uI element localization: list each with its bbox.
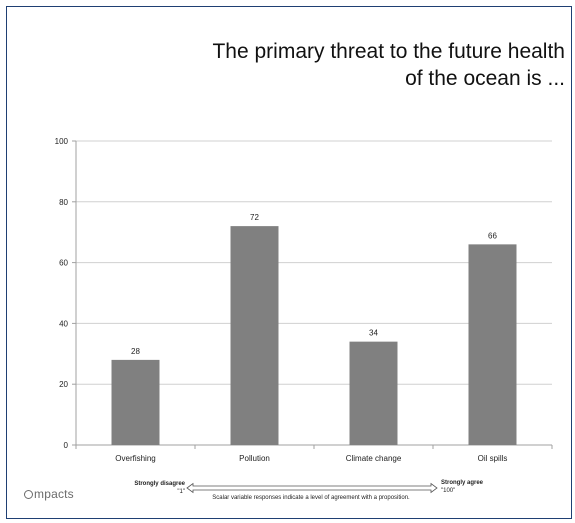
data-label: 28: [131, 347, 140, 356]
data-label: 72: [250, 213, 259, 222]
slide-title: The primary threat to the future health …: [145, 38, 565, 92]
x-tick-label: Oil spills: [478, 454, 508, 463]
y-tick-label: 60: [59, 259, 68, 268]
scale-right-value: "100": [441, 488, 455, 494]
y-tick-label: 100: [55, 137, 69, 146]
agreement-scale: Strongly disagree "1" Strongly agree "10…: [134, 480, 483, 501]
x-tick-label: Overfishing: [115, 454, 155, 463]
scale-left-label: Strongly disagree: [134, 481, 185, 487]
scale-right-label: Strongly agree: [441, 480, 484, 486]
bar: [111, 359, 160, 445]
title-line-1: The primary threat to the future health: [212, 40, 565, 63]
x-axis-ticks: Overfishing Pollution Climate change Oil sp…: [75, 445, 553, 463]
data-labels: 28 72 34 66: [131, 213, 497, 356]
y-tick-label: 80: [59, 198, 68, 207]
scale-caption: Scalar variable responses indicate a lev…: [212, 495, 410, 501]
y-tick-label: 20: [59, 380, 68, 389]
logo-text: mpacts: [34, 487, 74, 501]
data-label: 34: [369, 329, 378, 338]
x-tick-label: Climate change: [346, 454, 402, 463]
title-line-2: of the ocean is ...: [405, 67, 565, 90]
bar: [230, 226, 279, 445]
y-axis-ticks: 0 20 40 60 80 100: [55, 137, 76, 450]
y-tick-label: 40: [59, 319, 68, 328]
impacts-logo: mpacts: [24, 487, 74, 501]
data-label: 66: [488, 231, 497, 240]
y-tick-label: 0: [64, 441, 69, 450]
double-arrow-icon: [186, 482, 438, 494]
x-tick-label: Pollution: [239, 454, 270, 463]
bars: [111, 226, 517, 445]
logo-circle-icon: [24, 490, 33, 499]
scale-left-value: "1": [177, 489, 185, 495]
bar: [468, 244, 517, 445]
bar: [349, 341, 398, 445]
